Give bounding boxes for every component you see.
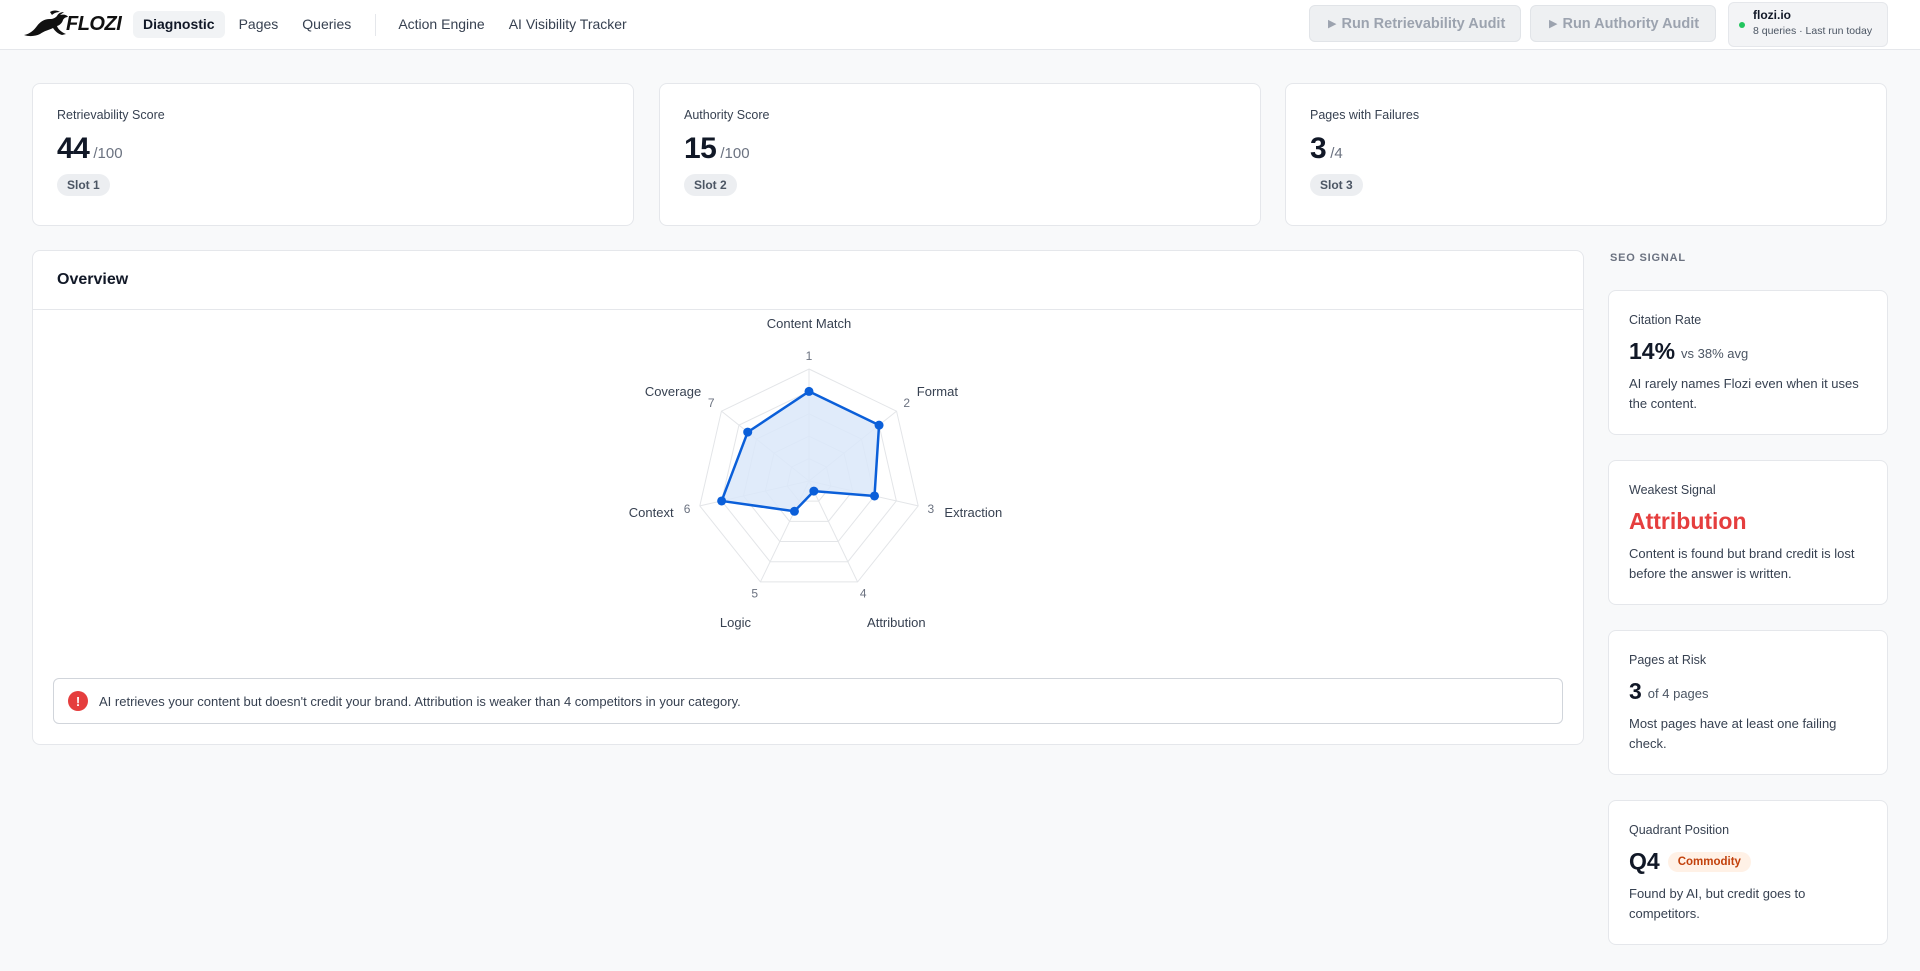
site-name: flozi.io	[1753, 8, 1791, 22]
nav-item-ai-visibility-tracker[interactable]: AI Visibility Tracker	[508, 16, 627, 32]
radar-axis-number: 7	[708, 396, 715, 410]
radar-point-2	[874, 420, 884, 430]
radar-axis-label: Coverage	[645, 384, 701, 399]
signal-value: Attribution	[1629, 508, 1747, 534]
radar-point-5	[789, 506, 799, 516]
status-dot-icon	[1739, 22, 1745, 28]
signal-sub: of 4 pages	[1647, 686, 1709, 701]
radar-spoke	[808, 480, 859, 583]
stat-card-authority: Authority Score 15 /100 Slot 2	[659, 83, 1261, 226]
top-bar: FLOZI Diagnostic Pages Queries Action En…	[0, 0, 1920, 50]
signal-label: Citation Rate	[1629, 313, 1702, 327]
play-icon: ▶	[1328, 18, 1337, 30]
run-retrievability-audit-label: Run Retrievability Audit	[1341, 15, 1506, 32]
radar-point-7	[743, 427, 753, 437]
quadrant-badge: Commodity	[1667, 851, 1751, 872]
signal-sub: vs 38% avg	[1681, 346, 1749, 361]
signal-description: Most pages have at least one failing che…	[1629, 716, 1837, 751]
logo[interactable]: FLOZI	[22, 8, 122, 40]
stat-value: 3	[1310, 132, 1327, 165]
stat-label: Pages with Failures	[1310, 108, 1420, 122]
stat-card-retrievability: Retrievability Score 44 /100 Slot 1	[32, 83, 634, 226]
site-meta: 8 queries · Last run today	[1753, 25, 1873, 37]
play-icon: ▶	[1549, 18, 1558, 30]
signal-label: Quadrant Position	[1629, 823, 1730, 837]
stat-denominator: /100	[720, 145, 750, 162]
alert-icon: !	[68, 691, 88, 711]
radar-axis-number: 4	[860, 587, 867, 601]
stat-denominator: /4	[1330, 145, 1343, 162]
signal-value: Q4	[1629, 848, 1660, 874]
radar-axis-label: Content Match	[767, 316, 852, 331]
nav-divider	[375, 13, 377, 36]
nav-item-diagnostic[interactable]: Diagnostic	[133, 11, 225, 38]
radar-grid-ring	[721, 390, 897, 563]
nav-item-action-engine[interactable]: Action Engine	[398, 16, 485, 32]
pages-at-risk-card: Pages at Risk 3 of 4 pages Most pages ha…	[1608, 630, 1888, 775]
signal-description: AI rarely names Flozi even when it uses …	[1629, 376, 1859, 411]
radar-chart: 1 Content Match 2 Format 3 Extraction 4Attribu…	[629, 316, 1002, 630]
radar-axis-label: Logic	[720, 615, 752, 630]
nav-item-queries[interactable]: Queries	[302, 16, 352, 32]
stat-card-pages-failures: Pages with Failures 3 /4 Slot 3	[1285, 83, 1887, 226]
radar-series-area	[720, 390, 881, 513]
signal-value: 14%	[1629, 338, 1676, 364]
stat-value: 44	[57, 132, 90, 165]
run-authority-audit-button[interactable]: ▶ Run Authority Audit	[1530, 5, 1716, 42]
stat-denominator: /100	[93, 145, 123, 162]
signal-label: Pages at Risk	[1629, 653, 1707, 667]
radar-axis-label: Context	[629, 505, 674, 520]
main-nav: Diagnostic Pages Queries Action Engine A…	[133, 11, 641, 38]
signal-label: Weakest Signal	[1629, 483, 1716, 497]
radar-axis-label: Format	[917, 384, 959, 399]
radar-axis-number: 6	[684, 502, 691, 516]
attribution-alert: ! AI retrieves your content but doesn't …	[53, 678, 1563, 724]
radar-axis-label: Extraction	[944, 505, 1002, 520]
radar-axis-number: 5	[751, 587, 758, 601]
radar-axis-number: 3	[928, 502, 935, 516]
run-authority-audit-label: Run Authority Audit	[1562, 15, 1700, 32]
citation-rate-card: Citation Rate 14% vs 38% avg AI rarely n…	[1608, 290, 1888, 435]
quadrant-position-card: Quadrant Position Q4 Commodity Found by …	[1608, 800, 1888, 945]
slot-badge: Slot 3	[1310, 174, 1363, 196]
stat-value: 15	[684, 132, 717, 165]
radar-point-4	[809, 486, 819, 496]
radar-point-3	[870, 491, 880, 501]
radar-axis-number: 1	[806, 349, 813, 363]
radar-axis-number: 2	[903, 396, 910, 410]
radar-point-1	[804, 386, 814, 396]
radar-axis-label: Attribution	[867, 615, 926, 630]
stat-label: Retrievability Score	[57, 108, 165, 122]
nav-item-pages[interactable]: Pages	[238, 16, 279, 32]
stat-label: Authority Score	[684, 108, 770, 122]
radar-point-6	[717, 496, 727, 506]
signal-description: Content is found but brand credit is los…	[1629, 546, 1855, 581]
rabbit-logo-icon	[24, 10, 68, 37]
radar-grid-ring	[699, 368, 919, 583]
site-selector[interactable]: flozi.io 8 queries · Last run today	[1728, 2, 1888, 47]
slot-badge: Slot 2	[684, 174, 737, 196]
signal-value: 3	[1629, 678, 1642, 704]
slot-badge: Slot 1	[57, 174, 110, 196]
weakest-signal-card: Weakest Signal Attribution Content is fo…	[1608, 460, 1888, 605]
seo-signal-title: SEO SIGNAL	[1610, 252, 1686, 264]
run-retrievability-audit-button[interactable]: ▶ Run Retrievability Audit	[1309, 5, 1521, 42]
overview-title: Overview	[33, 251, 1583, 310]
logo-text: FLOZI	[66, 12, 122, 35]
overview-panel: Overview 1 Content Match 2 Format 3 Extractio…	[32, 250, 1584, 745]
signal-description: Found by AI, but credit goes to competit…	[1629, 886, 1806, 921]
alert-text: AI retrieves your content but doesn't cr…	[99, 693, 741, 709]
